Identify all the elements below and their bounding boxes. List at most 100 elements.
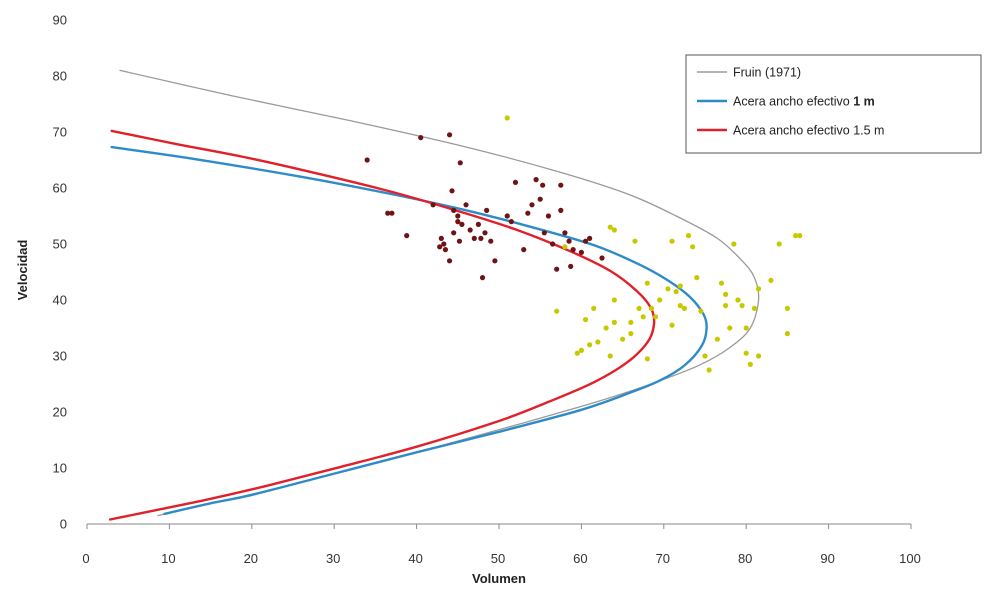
data-point [484, 207, 490, 213]
data-point [739, 303, 745, 309]
data-point [755, 286, 762, 292]
data-point [568, 263, 574, 269]
legend-label-bold: 1 m [853, 95, 875, 109]
data-point [599, 255, 605, 261]
x-tick-label: 10 [161, 551, 175, 566]
x-tick-label: 50 [491, 551, 505, 566]
data-point [449, 188, 455, 194]
data-point [430, 202, 436, 208]
data-point [418, 135, 424, 141]
data-point [755, 353, 762, 359]
data-point [657, 297, 663, 303]
data-point [669, 238, 675, 244]
y-tick-label: 20 [53, 405, 67, 420]
data-point [652, 314, 659, 320]
curve-acera-1m [110, 145, 708, 516]
legend-label: Fruin (1971) [733, 66, 801, 80]
data-point [702, 353, 708, 359]
y-tick-label: 10 [53, 461, 67, 476]
data-point [690, 244, 696, 250]
data-point [463, 202, 469, 208]
data-point [698, 308, 704, 314]
data-point [442, 247, 449, 253]
curves [108, 69, 760, 521]
curve-fruin-1971 [119, 69, 760, 517]
x-tick-label: 60 [573, 551, 587, 566]
data-point [451, 207, 457, 213]
data-point [669, 322, 675, 328]
data-point [456, 238, 463, 244]
data-point [533, 177, 539, 183]
legend-label: Acera ancho efectivo 1.5 m [733, 124, 884, 138]
data-point [479, 275, 486, 281]
data-point [582, 317, 589, 323]
data-point [611, 297, 617, 303]
x-tick-label: 70 [656, 551, 670, 566]
data-point [673, 289, 679, 295]
data-point [441, 241, 447, 247]
data-point [437, 244, 443, 250]
data-point [541, 230, 547, 236]
data-point [636, 305, 642, 311]
data-point [620, 336, 626, 342]
data-point [574, 350, 580, 356]
data-point [677, 303, 683, 309]
data-point [578, 249, 585, 255]
data-point [540, 182, 546, 188]
data-point [644, 280, 650, 286]
x-tick-label: 80 [738, 551, 752, 566]
legend-label-text: Acera ancho efectivo [733, 95, 853, 109]
data-point [718, 280, 725, 286]
data-point [677, 283, 683, 289]
x-tick-label: 20 [244, 551, 258, 566]
data-point [492, 258, 498, 264]
data-point [611, 319, 617, 325]
data-point [549, 241, 556, 247]
data-point [446, 258, 453, 264]
y-tick-label: 70 [53, 125, 67, 140]
data-point [459, 221, 465, 227]
data-point [562, 230, 568, 236]
data-point [554, 266, 560, 272]
data-point [595, 339, 601, 345]
data-point [685, 233, 692, 239]
data-point [504, 115, 510, 121]
data-point [578, 347, 585, 353]
data-point [747, 361, 753, 367]
legend-label-text: Fruin (1971) [733, 66, 801, 80]
curve-acera-1-5m [108, 129, 656, 521]
y-tick-label: 30 [53, 349, 67, 364]
data-point [587, 342, 593, 348]
data-point [570, 247, 576, 253]
data-point [504, 213, 510, 219]
data-point [714, 336, 720, 342]
data-point [455, 213, 461, 219]
data-point [385, 210, 391, 216]
data-point [768, 277, 774, 283]
data-point [706, 367, 712, 373]
data-point [735, 297, 741, 303]
data-point [587, 235, 593, 241]
y-tick-label: 50 [53, 237, 67, 252]
data-point [784, 305, 791, 311]
data-point [743, 325, 749, 331]
x-tick-label: 30 [326, 551, 340, 566]
data-point [457, 160, 463, 166]
legend-label: Acera ancho efectivo 1 m [733, 95, 875, 109]
data-point [451, 230, 457, 236]
data-point [591, 305, 597, 311]
data-point [558, 207, 564, 213]
data-point [521, 247, 527, 253]
data-point [628, 319, 634, 325]
data-point [467, 227, 473, 233]
x-tick-label: 0 [82, 551, 89, 566]
y-tick-label: 0 [60, 517, 67, 532]
y-tick-label: 60 [53, 181, 67, 196]
data-point [455, 219, 461, 225]
data-point [611, 227, 617, 233]
x-axis-title: Volumen [472, 571, 526, 586]
data-point [731, 241, 737, 247]
data-point [665, 286, 671, 292]
data-point [644, 356, 650, 362]
data-point [784, 331, 791, 337]
